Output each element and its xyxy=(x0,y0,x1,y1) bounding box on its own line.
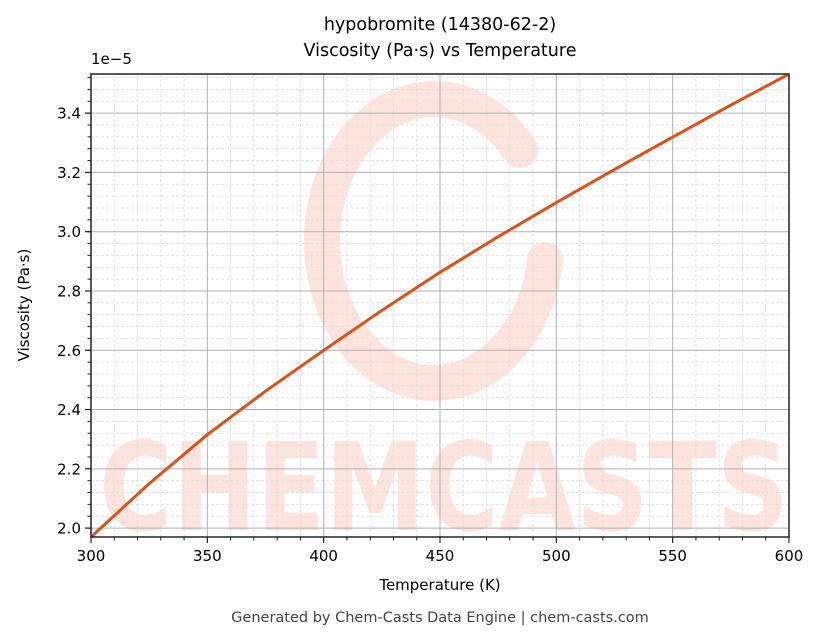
svg-text:CHEMCASTS: CHEMCASTS xyxy=(99,417,789,559)
y-axis-offset-label: 1e−5 xyxy=(91,50,132,68)
chart-title-line2: Viscosity (Pa·s) vs Temperature xyxy=(303,41,577,61)
y-tick-label: 3.2 xyxy=(57,164,81,182)
y-tick-label: 2.4 xyxy=(57,401,81,419)
x-tick-label: 300 xyxy=(77,547,106,565)
footer-credit: Generated by Chem-Casts Data Engine | ch… xyxy=(231,610,649,626)
x-tick-label: 600 xyxy=(775,547,804,565)
viscosity-line xyxy=(91,74,789,537)
y-tick-label: 2.8 xyxy=(57,282,81,300)
x-tick-label: 500 xyxy=(542,547,571,565)
x-tick-label: 550 xyxy=(658,547,687,565)
y-tick-label: 2.2 xyxy=(57,460,81,478)
y-tick-label: 2.6 xyxy=(57,342,81,360)
x-axis-label: Temperature (K) xyxy=(379,576,501,594)
y-tick-label: 3.4 xyxy=(57,105,81,123)
y-tick-label: 3.0 xyxy=(57,223,81,241)
x-tick-label: 400 xyxy=(309,547,338,565)
watermark-logo: CHEMCASTS xyxy=(99,81,789,559)
chart-title-line1: hypobromite (14380-62-2) xyxy=(323,15,557,35)
x-tick-label: 450 xyxy=(426,547,455,565)
x-tick-label: 350 xyxy=(193,547,222,565)
data-series xyxy=(91,74,789,537)
axes-frame: 300 350 400 450 500 550 600 2.0 2.2 2.4 2.6 2.8 3.0 3… xyxy=(57,73,804,565)
grid-lines xyxy=(90,74,790,537)
y-tick-label: 2.0 xyxy=(57,520,81,538)
